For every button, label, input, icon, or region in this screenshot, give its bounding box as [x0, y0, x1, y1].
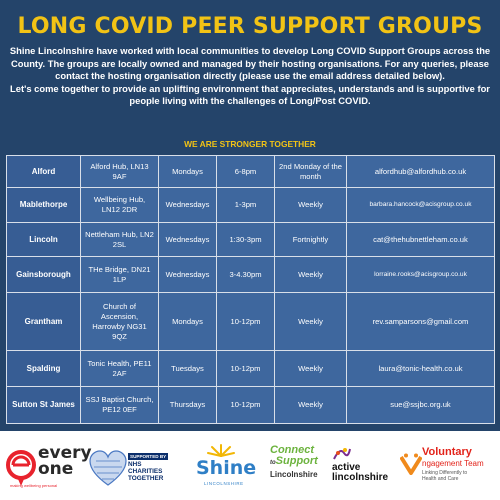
table-row: Alford Alford Hub, LN13 9AF Mondays 6-8p… [6, 155, 495, 188]
table-row: Grantham Church of Ascension, Harrowby N… [6, 292, 495, 351]
everyone-mark-icon [6, 450, 36, 486]
group-day: Thursdays [158, 386, 217, 424]
active-lincolnshire-logo: active lincolnshire [330, 439, 396, 495]
intro-paragraph-1: Shine Lincolnshire have worked with loca… [9, 45, 491, 82]
sunburst-icon [207, 444, 235, 457]
group-day: Wednesdays [158, 222, 217, 257]
voluntary-line-4: Health and Care [422, 476, 459, 482]
shine-logo: Shine LINCOLNSHIRE [186, 439, 258, 495]
table-row: Spalding Tonic Health, PE11 2AF Tuesdays… [6, 350, 495, 387]
group-frequency: Weekly [274, 292, 347, 351]
connect-to-support-logo: Connect toSupport Lincolnshire [268, 439, 328, 495]
partner-logos: every one making wellbeing personal SUPP… [0, 431, 500, 500]
group-frequency: Fortnightly [274, 222, 347, 257]
group-venue: Tonic Health, PE11 2AF [80, 350, 159, 387]
group-email[interactable]: laura@tonic-health.co.uk [346, 350, 495, 387]
group-location: Gainsborough [6, 256, 81, 293]
group-venue: Wellbeing Hub, LN12 2DR [80, 187, 159, 223]
table-row: Gainsborough THe Bridge, DN21 1LP Wednes… [6, 256, 495, 293]
nhs-supported-by: SUPPORTED BY [128, 453, 169, 460]
shine-sub: LINCOLNSHIRE [204, 481, 244, 486]
voluntary-engagement-logo: Voluntary ngagement Team Linking Differe… [398, 439, 498, 495]
people-chevron-icon [400, 453, 422, 475]
connect-line-3: Support [275, 455, 318, 467]
group-time: 1-3pm [216, 187, 275, 223]
group-email[interactable]: cat@thehubnettleham.co.uk [346, 222, 495, 257]
active-swoosh-icon [333, 448, 351, 460]
group-venue: SSJ Baptist Church, PE12 0EF [80, 386, 159, 424]
intro-text: Shine Lincolnshire have worked with loca… [8, 45, 492, 108]
everyone-word-1: every [38, 443, 92, 463]
table-row: Sutton St James SSJ Baptist Church, PE12… [6, 386, 495, 424]
intro-paragraph-2: Let's come together to provide an uplift… [10, 82, 490, 107]
shine-name: Shine [196, 457, 257, 479]
active-line-1: active [332, 462, 361, 473]
group-venue: Church of Ascension, Harrowby NG31 9QZ [80, 292, 159, 351]
heart-icon [89, 450, 127, 486]
group-time: 3-4.30pm [216, 256, 275, 293]
group-location: Alford [6, 155, 81, 188]
group-email[interactable]: barbara.hancock@acisgroup.co.uk [346, 187, 495, 223]
group-venue: Alford Hub, LN13 9AF [80, 155, 159, 188]
group-time: 1:30-3pm [216, 222, 275, 257]
group-venue: Nettleham Hub, LN2 2SL [80, 222, 159, 257]
everyone-tagline: making wellbeing personal [10, 483, 58, 488]
group-frequency: Weekly [274, 256, 347, 293]
group-email[interactable]: lorraine.rooks@acisgroup.co.uk [346, 256, 495, 293]
group-location: Spalding [6, 350, 81, 387]
group-location: Sutton St James [6, 386, 81, 424]
everyone-word-2: one [38, 459, 74, 479]
table-row: Lincoln Nettleham Hub, LN2 2SL Wednesday… [6, 222, 495, 257]
group-time: 10-12pm [216, 350, 275, 387]
nhs-line-3: TOGETHER [128, 475, 164, 482]
voluntary-line-3: Linking Differently to [422, 470, 468, 476]
motto: WE ARE STRONGER TOGETHER [184, 139, 316, 149]
nhs-charities-logo: SUPPORTED BY NHS CHARITIES TOGETHER [88, 439, 174, 495]
nhs-line-1: NHS [128, 461, 142, 468]
connect-line-4: Lincolnshire [270, 470, 318, 479]
group-location: Grantham [6, 292, 81, 351]
voluntary-line-2: ngagement Team [422, 459, 484, 468]
connect-line-1: Connect [270, 444, 314, 456]
group-time: 10-12pm [216, 292, 275, 351]
group-frequency: 2nd Monday of the month [274, 155, 347, 188]
everyone-logo: every one making wellbeing personal [4, 439, 92, 495]
table-row: Mablethorpe Wellbeing Hub, LN12 2DR Wedn… [6, 187, 495, 223]
group-frequency: Weekly [274, 350, 347, 387]
group-venue: THe Bridge, DN21 1LP [80, 256, 159, 293]
group-location: Mablethorpe [6, 187, 81, 223]
group-email[interactable]: alfordhub@alfordhub.co.uk [346, 155, 495, 188]
active-line-2: lincolnshire [332, 472, 389, 483]
nhs-line-2: CHARITIES [128, 468, 163, 475]
group-location: Lincoln [6, 222, 81, 257]
page-title: LONG COVID PEER SUPPORT GROUPS [17, 14, 483, 39]
group-frequency: Weekly [274, 386, 347, 424]
group-time: 6-8pm [216, 155, 275, 188]
support-groups-table: Alford Alford Hub, LN13 9AF Mondays 6-8p… [6, 155, 495, 424]
group-email[interactable]: rev.samparsons@gmail.com [346, 292, 495, 351]
group-day: Mondays [158, 292, 217, 351]
group-day: Wednesdays [158, 187, 217, 223]
group-email[interactable]: sue@ssjbc.org.uk [346, 386, 495, 424]
group-day: Tuesdays [158, 350, 217, 387]
connect-line-2: to [270, 460, 276, 466]
group-frequency: Weekly [274, 187, 347, 223]
group-day: Mondays [158, 155, 217, 188]
group-day: Wednesdays [158, 256, 217, 293]
group-time: 10-12pm [216, 386, 275, 424]
voluntary-line-1: Voluntary [422, 446, 472, 458]
